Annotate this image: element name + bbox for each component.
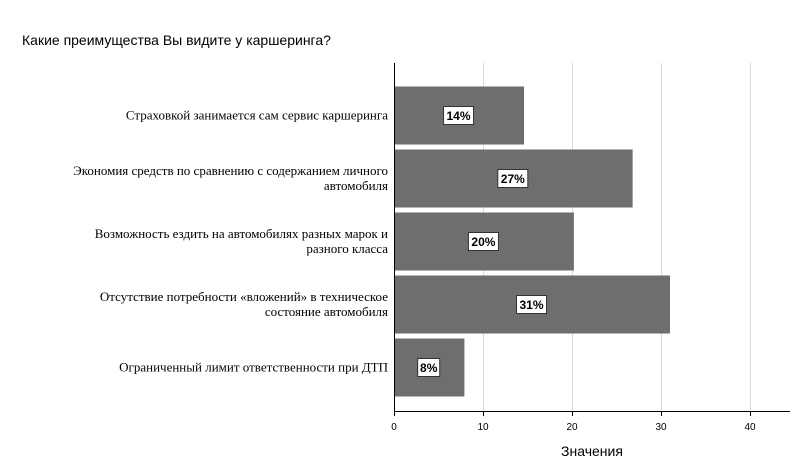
category-label: состояние автомобиля [265,304,388,319]
chart-title: Какие преимущества Вы видите у каршеринг… [22,32,331,48]
x-tick-label: 30 [655,422,667,433]
data-label: 8% [420,361,438,375]
data-label: 20% [471,235,495,249]
x-tick-label: 0 [391,422,397,433]
data-label: 31% [519,298,543,312]
category-label: разного класса [306,241,388,256]
category-label: Отсутствие потребности «вложений» в техн… [100,289,388,304]
x-axis-title: Значения [561,443,623,459]
data-label-box [516,295,548,314]
data-label-box [417,358,441,377]
x-tick-label: 10 [477,422,489,433]
category-label: Экономия средств по сравнению с содержан… [73,163,388,178]
x-tick-label: 20 [566,422,578,433]
x-tick-label: 40 [744,422,756,433]
category-label: Страховкой занимается сам сервис каршери… [126,108,388,123]
bar-layer [395,86,671,397]
data-label: 14% [447,109,471,123]
data-label: 27% [501,172,525,186]
axis-layer: 0 10 20 30 40 Значения [391,63,790,459]
data-label-box [497,169,529,188]
category-label: Возможность ездить на автомобилях разных… [95,226,388,241]
label-layer: 14% Страховкой занимается сам сервис карш… [73,106,548,377]
category-label: автомобиля [324,178,388,193]
data-label-box [443,106,475,125]
data-label-box [467,232,499,251]
category-label: Ограниченный лимит ответственности при Д… [119,360,388,375]
